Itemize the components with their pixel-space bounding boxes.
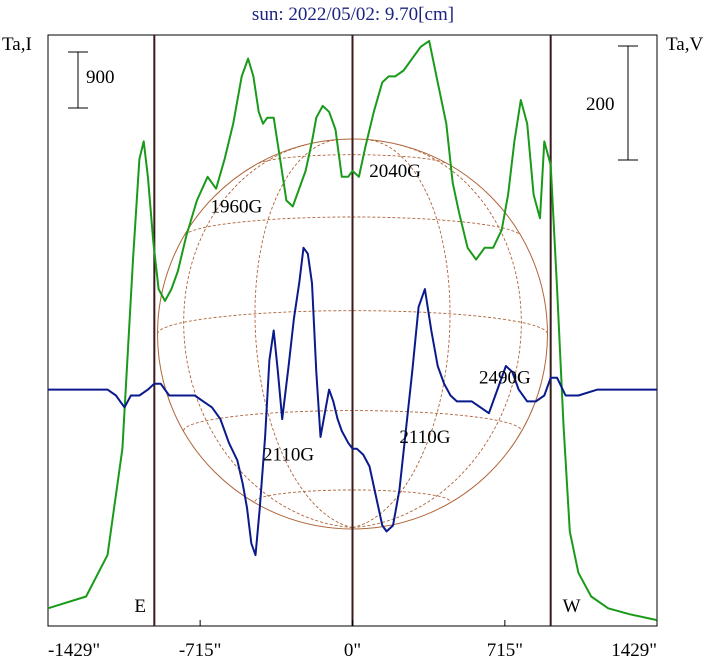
x-tick-label: -1429" xyxy=(48,640,100,661)
x-axis-ticks: -1429" -715" 0" 715" 1429" xyxy=(47,620,658,661)
left-axis-label: Ta,I xyxy=(2,34,32,55)
series-line-V xyxy=(48,246,657,557)
x-tick-label: 1429" xyxy=(611,640,657,661)
field-annotation: 1960G xyxy=(211,196,263,217)
x-tick-label: -715" xyxy=(179,640,222,661)
x-tick-label: 715" xyxy=(487,640,523,661)
series-line-I xyxy=(47,39,658,622)
disk-latitude-line xyxy=(258,154,447,164)
series-layer xyxy=(47,39,658,622)
limb-label: W xyxy=(563,596,581,617)
right-axis-label: Ta,V xyxy=(666,34,703,55)
field-annotation: 2110G xyxy=(399,427,450,448)
left-scale-bar-label: 900 xyxy=(86,67,115,88)
x-tick-label: 0" xyxy=(344,640,361,661)
chart-title: sun: 2022/05/02: 9.70[cm] xyxy=(252,4,454,25)
annotations: 2110G 2110G 2490G 1960G 2040G xyxy=(211,161,531,466)
field-annotation: 2040G xyxy=(369,161,421,182)
disk-longitude-line xyxy=(183,143,353,529)
disk-longitude-line xyxy=(352,143,522,529)
field-annotation: 2490G xyxy=(479,368,531,389)
disk-longitude-line xyxy=(254,139,353,529)
limb-label: E xyxy=(134,596,146,617)
scale-bars: 900 200 xyxy=(68,45,638,161)
right-scale-bar-label: 200 xyxy=(586,94,615,115)
disk-longitude-line xyxy=(352,139,451,529)
field-annotation: 2110G xyxy=(263,445,314,466)
